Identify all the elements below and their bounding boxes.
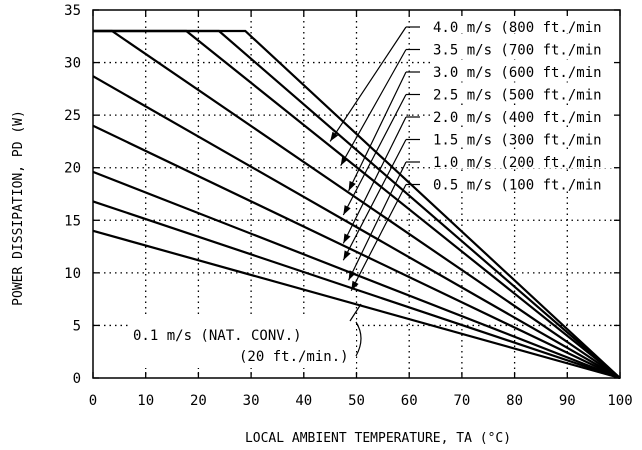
callout-arrowhead	[348, 270, 356, 281]
callout-label-bg	[430, 60, 630, 78]
legend-label: 2.0 m/s (400 ft./min	[433, 110, 602, 126]
x-tick-label: 60	[401, 393, 418, 409]
y-tick-label: 0	[73, 371, 81, 387]
x-tick-label: 100	[607, 393, 632, 409]
x-tick-label: 90	[559, 393, 576, 409]
y-tick-label: 5	[73, 318, 81, 334]
series-lines	[92, 29, 621, 380]
legend-label: 3.5 m/s (700 ft./min	[433, 43, 602, 59]
callout-line	[342, 94, 407, 216]
callout-label-bg	[430, 105, 630, 123]
callout-line	[329, 26, 407, 142]
x-tick-label: 50	[348, 393, 365, 409]
y-tick-label: 20	[64, 161, 81, 177]
callout-arrowhead	[340, 155, 349, 166]
x-tick-label: 40	[295, 393, 312, 409]
series-line	[93, 29, 621, 379]
series-line	[92, 170, 621, 380]
series-line	[92, 229, 621, 380]
annotation-bracket	[355, 321, 362, 357]
annotation-line-2: (20 ft./min.)	[239, 349, 349, 365]
y-tick-label: 10	[64, 266, 81, 282]
y-tick-label: 35	[64, 3, 81, 19]
callout-label-bg	[430, 150, 630, 168]
legend-label: 1.0 m/s (200 ft./min	[433, 155, 602, 171]
nat-conv-annotation: 0.1 m/s (NAT. CONV.) (20 ft./min.)	[128, 303, 362, 368]
callout-line	[350, 184, 407, 292]
y-tick-label: 15	[64, 213, 81, 229]
x-tick-label: 20	[190, 393, 207, 409]
callout-label-bg	[430, 172, 630, 191]
callout-arrowhead	[348, 180, 356, 191]
callout-arrowhead	[330, 131, 339, 142]
callout-line	[342, 139, 407, 261]
legend-label: 1.5 m/s (300 ft./min	[433, 133, 602, 149]
x-tick-label: 10	[137, 393, 154, 409]
callout-line	[340, 49, 407, 166]
annotation-line-1: 0.1 m/s (NAT. CONV.)	[133, 328, 302, 344]
axis-ticks: 0 10 20 30 40 50 60 70 80 90 100 0 5 10 15 20 25 30 35	[64, 3, 633, 409]
legend-callouts: 4.0 m/s (800 ft./min 3.5 m/s (700 ft./min…	[329, 15, 630, 292]
callout-line	[348, 161, 407, 281]
x-tick-label: 70	[453, 393, 470, 409]
callout-label-bg	[430, 15, 630, 33]
y-axis-title: POWER DISSIPATION, PD (W)	[11, 110, 26, 306]
y-tick-label: 25	[64, 108, 81, 124]
series-line	[92, 200, 621, 380]
callout-line	[342, 116, 407, 244]
x-axis-title: LOCAL AMBIENT TEMPERATURE, TA (°C)	[245, 431, 511, 446]
series-line	[92, 75, 621, 379]
series-line	[92, 124, 621, 379]
annotation-bg	[128, 318, 356, 368]
callout-line	[348, 71, 407, 192]
callout-arrowhead	[343, 250, 351, 261]
annotation-leader	[349, 303, 362, 322]
callout-arrowhead	[351, 280, 359, 291]
callout-label-bg	[430, 127, 630, 146]
x-tick-label: 0	[89, 393, 97, 409]
callout-label-bg	[430, 82, 630, 101]
callout-label-bg	[430, 37, 630, 56]
y-tick-label: 30	[64, 56, 81, 72]
x-tick-label: 30	[243, 393, 260, 409]
callout-arrowhead	[343, 233, 351, 244]
legend-label: 2.5 m/s (500 ft./min	[433, 88, 602, 104]
legend-label: 0.5 m/s (100 ft./min	[433, 178, 602, 194]
legend-label: 4.0 m/s (800 ft./min	[433, 20, 602, 36]
x-tick-label: 80	[506, 393, 523, 409]
legend-label: 3.0 m/s (600 ft./min	[433, 65, 602, 81]
callout-arrowhead	[343, 205, 351, 216]
